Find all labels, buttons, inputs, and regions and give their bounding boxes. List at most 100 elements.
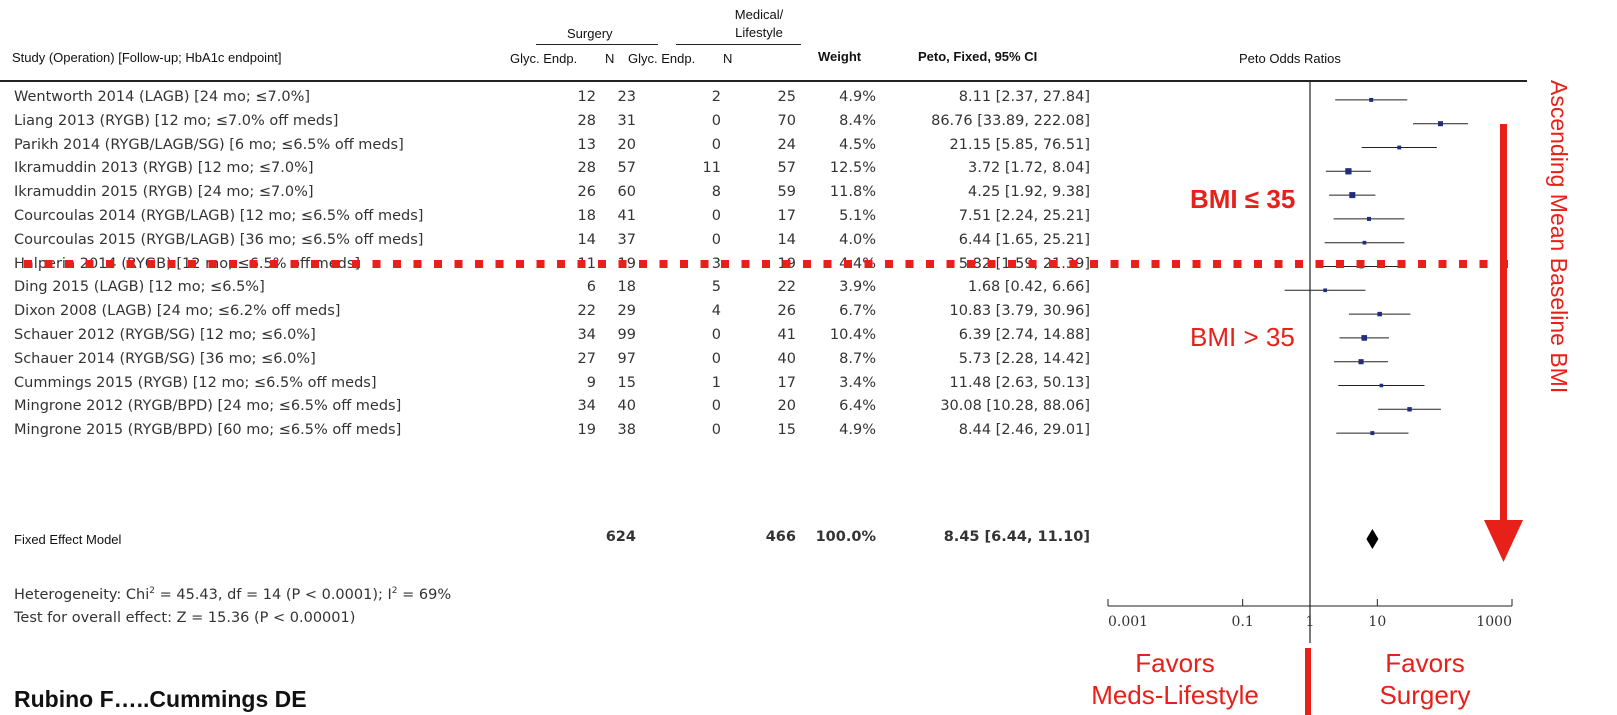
medical-n: 17 [777, 208, 796, 224]
medical-n: 40 [777, 350, 796, 367]
bmi-divider-dot [352, 260, 360, 268]
surgery-n: 31 [617, 112, 636, 129]
medical-n: 57 [777, 160, 796, 177]
favors-right-line2: Surgery [1379, 680, 1471, 710]
medical-n: 22 [777, 279, 796, 296]
medical-group-header-line2: Lifestyle [735, 25, 783, 40]
study-name: Courcoulas 2014 (RYGB/LAGB) [12 mo; ≤6.5… [14, 208, 424, 224]
surgery-endpoint: 34 [577, 398, 596, 415]
bmi-divider-dot [1418, 260, 1426, 268]
medical-group-header-line1: Medical/ [734, 7, 784, 22]
surgery-endpoint: 22 [577, 303, 596, 320]
study-weight: 4.5% [839, 136, 876, 153]
surgery-n-header: N [605, 51, 615, 66]
bmi-arrow-head [1484, 520, 1523, 562]
table-row: Cummings 2015 (RYGB) [12 mo; ≤6.5% off m… [0, 374, 1100, 398]
medical-endpoint: 0 [711, 327, 721, 343]
surgery-n: 29 [617, 303, 636, 320]
bmi-divider-dot [24, 260, 32, 268]
medical-n: 24 [777, 136, 796, 153]
bmi-divider-dot [188, 260, 196, 268]
bmi-divider-dot [167, 260, 176, 268]
bmi-divider-dot [65, 260, 73, 268]
surgery-endpoint: 6 [586, 279, 596, 296]
surgery-endpoint: 34 [577, 327, 596, 343]
bmi-divider-dot [229, 260, 237, 268]
study-ci: 10.83 [3.79, 30.96] [949, 303, 1090, 320]
x-tick-label: 1 [1306, 614, 1315, 630]
medical-endpoint: 3 [711, 255, 721, 272]
effect-marker [1379, 383, 1384, 388]
medical-n: 26 [777, 303, 796, 320]
medical-n: 20 [777, 398, 796, 415]
bmi-divider-dot [987, 260, 996, 268]
study-weight: 3.4% [839, 374, 876, 391]
surgery-endpoint: 9 [586, 374, 596, 391]
medical-endpoint: 0 [711, 398, 721, 415]
bmi-divider-dot [393, 260, 401, 268]
bmi-divider-dot [557, 260, 565, 268]
study-name: Wentworth 2014 (LAGB) [24 mo; ≤7.0%] [14, 89, 311, 105]
surgery-endpoint: 28 [577, 160, 596, 177]
bmi-divider-dot [208, 260, 217, 268]
bmi-divider-dot [741, 260, 750, 268]
fixed-effect-label: Fixed Effect Model [14, 532, 122, 547]
study-weight: 6.7% [839, 303, 876, 320]
study-weight: 4.0% [839, 231, 876, 248]
medical-n: 59 [777, 184, 796, 201]
bmi-divider-dot [290, 260, 299, 268]
study-name: Courcoulas 2015 (RYGB/LAGB) [36 mo; ≤6.5… [14, 231, 424, 248]
bmi-divider-dot [1069, 260, 1078, 268]
bmi-divider-dot [1254, 260, 1262, 268]
effect-marker [1438, 121, 1444, 127]
study-ci: 3.72 [1.72, 8.04] [968, 160, 1090, 177]
pooled-diamond [1366, 529, 1379, 549]
surgery-endpoint: 28 [577, 112, 596, 129]
surgery-n: 38 [617, 422, 636, 439]
medical-endpoint: 4 [711, 303, 721, 320]
x-tick-label: 0.001 [1108, 614, 1148, 630]
bmi-divider-dot [885, 260, 893, 268]
medical-endpoint: 0 [711, 136, 721, 153]
table-row: Courcoulas 2015 (RYGB/LAGB) [36 mo; ≤6.5… [0, 231, 1100, 255]
surgery-n: 37 [617, 231, 636, 248]
study-weight: 4.9% [839, 422, 876, 439]
study-ci: 6.44 [1.65, 25.21] [958, 231, 1090, 248]
effect-marker [1361, 335, 1368, 341]
effect-marker [1366, 216, 1371, 221]
header-rule [0, 80, 1527, 82]
bmi-divider-dot [1110, 260, 1119, 268]
study-ci: 86.76 [33.89, 222.08] [931, 112, 1090, 129]
bmi-divider-dot [126, 260, 135, 268]
bmi-divider-dot [844, 260, 852, 268]
surgery-group-underline [536, 44, 658, 45]
bmi-divider-dot [700, 260, 709, 268]
surgery-endpoint: 26 [577, 184, 596, 201]
effect-marker [1362, 240, 1367, 245]
bmi-divider-dot [1377, 260, 1385, 268]
x-tick-label: 10 [1368, 614, 1386, 630]
bmi-divider-dot [823, 260, 832, 268]
table-row: Dixon 2008 (LAGB) [24 mo; ≤6.2% off meds… [0, 302, 1100, 326]
study-weight: 12.5% [829, 160, 876, 177]
heterogeneity-middle: = 45.43, df = 14 (P < 0.0001); I [155, 586, 392, 603]
study-weight: 5.1% [839, 208, 876, 224]
medical-endpoint: 0 [711, 350, 721, 367]
study-ci: 5.73 [2.28, 14.42] [958, 350, 1090, 367]
medical-n: 14 [777, 231, 796, 248]
surgery-n: 40 [617, 398, 636, 415]
heterogeneity-text: Heterogeneity: Chi2 = 45.43, df = 14 (P … [14, 586, 451, 603]
surgery-endpoint: 13 [577, 136, 596, 153]
study-ci: 7.51 [2.24, 25.21] [958, 208, 1090, 224]
medical-endpoint: 8 [711, 184, 721, 201]
table-row: Mingrone 2015 (RYGB/BPD) [60 mo; ≤6.5% o… [0, 421, 1100, 445]
table-row: Mingrone 2012 (RYGB/BPD) [24 mo; ≤6.5% o… [0, 397, 1100, 421]
bmi-divider-dot [1479, 260, 1488, 268]
fixed-effect-ci: 8.45 [6.44, 11.10] [943, 529, 1090, 545]
study-ci: 1.68 [0.42, 6.66] [968, 279, 1090, 296]
effect-marker [1358, 359, 1364, 365]
bmi-divider-dot [946, 260, 955, 268]
favors-right-line1: Favors [1385, 648, 1465, 678]
table-row: Schauer 2014 (RYGB/SG) [36 mo; ≤6.0%] 27 9… [0, 350, 1100, 374]
